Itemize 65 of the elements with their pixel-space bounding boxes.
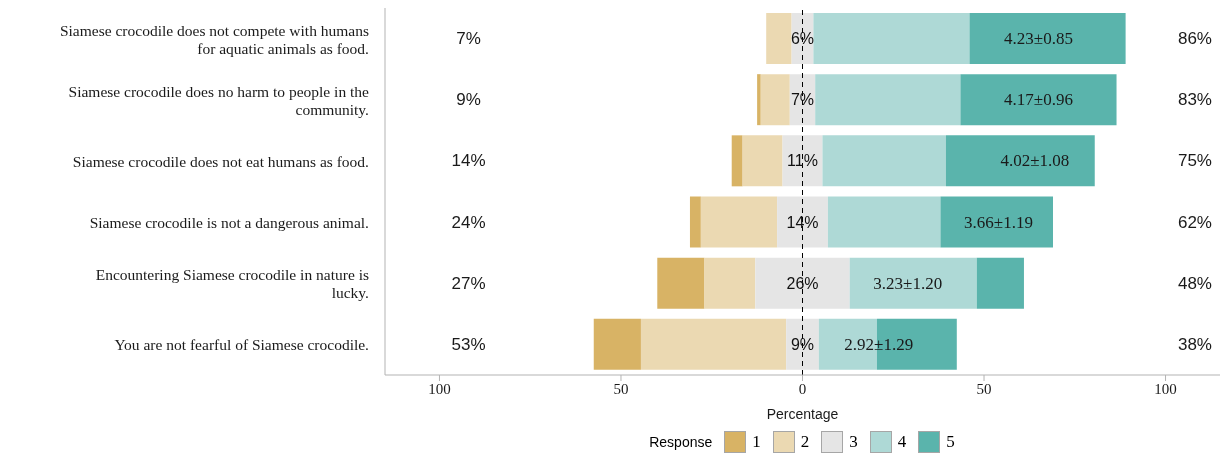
- x-tick-label: 100: [428, 380, 451, 397]
- y-tick-label: Siamese crocodile does not eat humans as food.: [72, 152, 369, 170]
- bar: [813, 13, 970, 64]
- bar: [960, 74, 1117, 126]
- bar: [760, 74, 790, 126]
- legend-label: 2: [800, 432, 810, 452]
- legend-label: 5: [946, 432, 955, 452]
- x-tick-label: 50: [976, 380, 992, 397]
- annotation: 53%: [451, 334, 486, 354]
- annotation: 3.23±1.20: [873, 273, 943, 293]
- x-tick-label: 0: [798, 380, 807, 397]
- legend-title: Response: [649, 434, 713, 450]
- data-label: 14%: [786, 213, 819, 231]
- y-tick-label: Siamese crocodile does not compete with humans for aquatic animals as food.: [59, 21, 369, 57]
- bar: [976, 257, 1024, 309]
- bar: [657, 257, 705, 309]
- bar: [822, 135, 946, 187]
- bar: [640, 318, 787, 370]
- legend-label: 3: [849, 432, 858, 452]
- data-label: 11%: [787, 152, 818, 170]
- annotation: 24%: [451, 212, 486, 232]
- annotation: 38%: [1177, 334, 1212, 354]
- x-tick-label: 100: [1154, 380, 1177, 397]
- bar: [757, 74, 761, 126]
- annotation: 27%: [451, 273, 486, 293]
- annotation: 4.23±0.85: [1004, 29, 1073, 49]
- annotation: 4.02±1.08: [1000, 151, 1070, 171]
- x-tick-label: 50: [613, 380, 629, 397]
- bar: [755, 257, 850, 309]
- annotation: 2.92±1.29: [844, 334, 914, 354]
- annotation: 86%: [1177, 29, 1212, 49]
- bar: [815, 74, 961, 126]
- bar: [940, 196, 1053, 248]
- annotation: 75%: [1177, 151, 1212, 171]
- bar: [945, 135, 1095, 187]
- annotation: 3.66±1.19: [964, 212, 1033, 232]
- bar: [849, 257, 977, 309]
- bar: [777, 196, 828, 248]
- data-label: 6%: [790, 30, 815, 47]
- annotation: 62%: [1177, 212, 1212, 232]
- bar: [827, 196, 941, 248]
- bar: [742, 135, 783, 187]
- x-axis-title: Percentage: [766, 406, 839, 422]
- bar: [704, 257, 756, 309]
- bar: [700, 196, 778, 248]
- data-label: 9%: [790, 335, 815, 353]
- bar: [969, 13, 1126, 64]
- data-label: 26%: [786, 274, 819, 292]
- annotation: 83%: [1177, 90, 1212, 110]
- legend-label: 1: [752, 432, 761, 452]
- bar: [593, 318, 641, 370]
- data-label: 7%: [790, 91, 815, 109]
- annotation: 7%: [456, 29, 481, 49]
- y-tick-label: You are not fearful of Siamese crocodile.: [114, 335, 369, 353]
- bar: [689, 196, 701, 248]
- bar: [731, 135, 743, 187]
- annotation: 4.17±0.96: [1004, 90, 1073, 110]
- y-tick-label: Siamese crocodile is not a dangerous animal.: [89, 213, 369, 231]
- annotation: 14%: [451, 151, 486, 171]
- y-tick-label: Encountering Siamese crocodile in nature is lucky.: [95, 265, 369, 301]
- y-tick-label: Siamese crocodile does no harm to people in the community.: [68, 82, 370, 118]
- legend-label: 4: [897, 432, 907, 452]
- annotation: 9%: [456, 90, 481, 110]
- annotation: 48%: [1177, 273, 1212, 293]
- bar: [766, 13, 792, 64]
